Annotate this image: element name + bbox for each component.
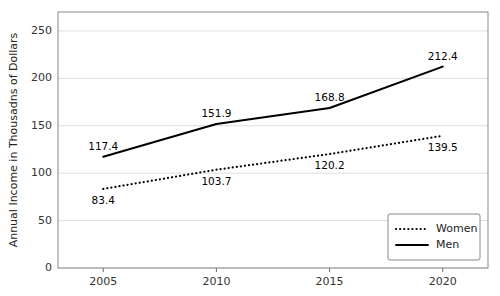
x-tick	[329, 268, 330, 272]
x-tick-label: 2010	[202, 275, 230, 288]
grid-line	[58, 30, 488, 31]
chart-container: 0 50 100 150 200 250 2005 2010 2015 2020 Annual In…	[0, 0, 500, 296]
grid-line	[58, 78, 488, 79]
x-tick	[442, 268, 443, 272]
plot-frame	[58, 12, 488, 268]
x-tick	[103, 268, 104, 272]
legend-label: Women	[436, 222, 477, 235]
data-label: 83.4	[92, 194, 116, 206]
legend-swatch	[396, 228, 428, 230]
data-label: 212.4	[428, 50, 458, 62]
x-tick	[216, 268, 217, 272]
y-tick-label: 200	[31, 71, 52, 84]
y-tick-label: 250	[31, 24, 52, 37]
y-tick-label: 50	[38, 214, 52, 227]
legend-swatch	[396, 244, 428, 246]
y-axis-label: Annual Income in Thousadns of Dollars	[7, 32, 20, 247]
series-group	[103, 67, 442, 189]
legend: Women Men	[388, 214, 480, 260]
x-tick-label: 2015	[316, 275, 344, 288]
y-tick-label: 150	[31, 119, 52, 132]
data-label: 168.8	[315, 91, 345, 103]
data-label: 120.2	[315, 159, 345, 171]
line	[103, 67, 442, 157]
data-label: 151.9	[201, 107, 231, 119]
plot-area	[58, 12, 488, 268]
line	[103, 136, 442, 189]
x-tick-label: 2005	[89, 275, 117, 288]
legend-box	[388, 214, 480, 260]
y-tick-label: 0	[45, 261, 52, 274]
chart: 0 50 100 150 200 250 2005 2010 2015 2020 Annual In…	[0, 0, 500, 296]
grid-line	[58, 173, 488, 174]
data-label: 103.7	[201, 175, 231, 187]
x-tick-label: 2020	[429, 275, 457, 288]
y-tick-label: 100	[31, 166, 52, 179]
grid-line	[58, 125, 488, 126]
data-label: 139.5	[428, 141, 458, 153]
legend-label: Men	[436, 238, 459, 251]
data-label: 117.4	[88, 140, 118, 152]
